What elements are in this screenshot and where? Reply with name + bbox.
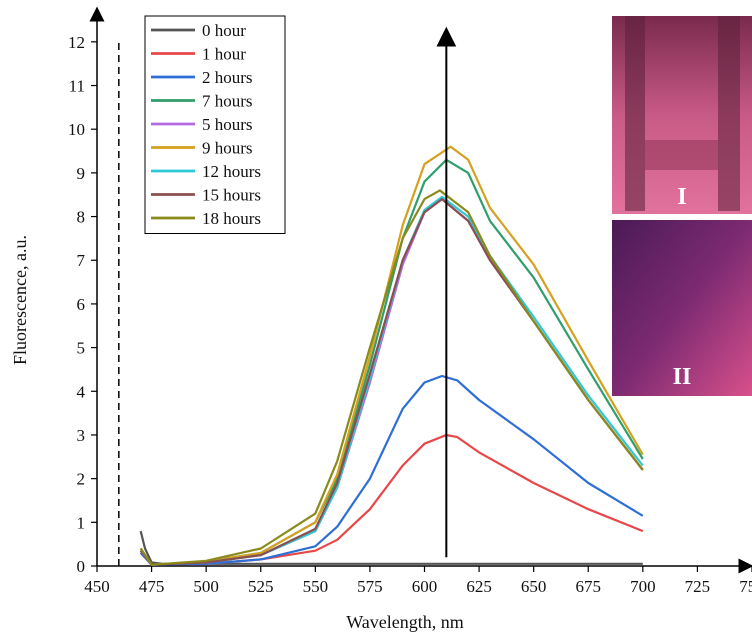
x-tick-label: 550 [303,577,329,596]
series-line-5-hours [139,198,644,566]
x-tick-label: 500 [193,577,219,596]
legend-label: 1 hour [202,45,246,64]
y-tick-label: 7 [77,251,86,270]
series-line-1-hour [139,433,644,566]
y-tick-label: 9 [77,164,86,183]
series-line-9-hours [139,145,644,566]
y-tick-label: 0 [77,557,86,576]
axes: 4504755005255505756006256506757007257500… [68,6,752,596]
photo-inset: I II [612,16,752,396]
x-tick-label: 625 [466,577,492,596]
x-tick-label: 725 [685,577,711,596]
legend-label: 15 hours [202,186,261,205]
inset-cuvette-right [718,16,740,211]
x-tick-label: 650 [521,577,547,596]
legend-label: 7 hours [202,92,253,111]
x-tick-label: 675 [576,577,602,596]
series-line-15-hours [139,198,644,566]
x-tick-label: 600 [412,577,438,596]
y-axis-title: Fluorescence, a.u. [10,235,30,365]
x-tick-label: 525 [248,577,274,596]
y-tick-label: 5 [77,339,86,358]
inset-label-top: I [677,184,686,210]
y-tick-label: 10 [68,120,85,139]
series-line-12-hours [139,195,644,566]
x-tick-label: 450 [84,577,110,596]
inset-cuvette-band [645,140,718,170]
y-tick-label: 2 [77,470,86,489]
x-axis-title: Wavelength, nm [346,612,464,632]
series-line-2-hours [139,374,644,566]
x-tick-label: 750 [739,577,752,596]
legend-label: 5 hours [202,115,253,134]
inset-cuvette-left [625,16,645,211]
series-layer [139,145,644,566]
legend-label: 0 hour [202,21,246,40]
legend-label: 9 hours [202,139,253,158]
inset-photo-bottom [612,220,752,396]
x-tick-label: 700 [630,577,656,596]
legend-label: 12 hours [202,162,261,181]
y-tick-label: 1 [77,513,86,532]
y-tick-label: 12 [68,33,85,52]
legend: 0 hour 1 hour 2 hours 7 hours 5 hours 9 hours… [144,15,286,234]
y-tick-label: 11 [69,77,85,96]
y-tick-label: 8 [77,208,86,227]
series-line-18-hours [139,189,644,566]
legend-label: 2 hours [202,68,253,87]
inset-divider [612,214,752,220]
y-tick-label: 3 [77,426,86,445]
legend-label: 18 hours [202,209,261,228]
x-tick-label: 575 [357,577,383,596]
x-tick-label: 475 [139,577,165,596]
y-tick-label: 6 [77,295,86,314]
y-tick-label: 4 [77,382,86,401]
inset-label-bottom: II [673,364,692,390]
